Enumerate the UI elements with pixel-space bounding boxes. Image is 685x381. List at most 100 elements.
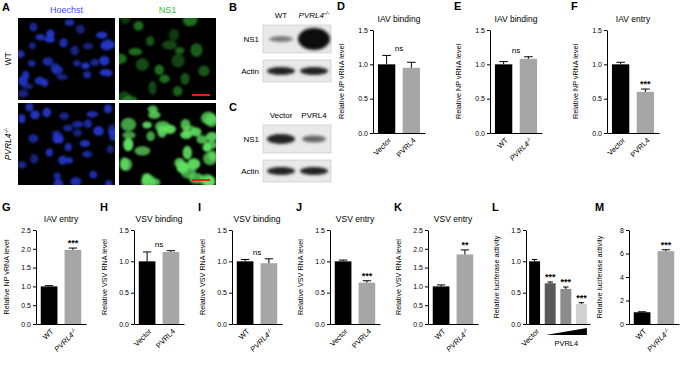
ns1-signal [155,64,164,75]
x-tick-label: PVRL4 [628,136,651,159]
y-axis: 0.0 0.5 1.0 1.5 [475,27,490,137]
y-axis-line [526,231,527,325]
nucleus [65,19,75,26]
ns1-signal [119,54,127,65]
panel-letter: G [2,201,11,213]
y-tick-label: 0.0 [475,130,485,137]
nucleus [18,90,29,97]
y-axis: 0.00.51.01.5 [358,27,373,137]
ns1-signal [148,111,160,119]
marks [335,260,375,324]
nucleus [18,161,27,168]
marks [41,248,81,324]
y-tick-label: 0 [620,321,624,328]
x-tick-label: PVRL4-/- [52,326,79,353]
marks [433,250,473,324]
x-axis: WTPVRL4-/- [429,325,479,354]
x-axis-line [429,324,479,325]
x-tick-label: PVRL4 [350,327,373,350]
ns1-signal [206,132,216,141]
error-bar [437,285,445,287]
lane-label: PVRL4 [301,111,327,120]
y-axis: 02468 [620,227,629,328]
y-tick-label: 1.0 [217,258,227,265]
y-tick-mark [626,301,629,302]
y-tick-mark [131,261,134,262]
y-tick-mark [33,268,36,269]
error-cap [437,284,445,285]
y-axis: 0.00.51.01.52.02.5 [413,227,428,328]
y-tick-label: 0.5 [413,302,423,309]
nucleus [29,23,37,32]
y-tick-mark [425,249,428,250]
plot-area: 0.00.51.01.5VectorPVRL4********* [511,227,590,349]
x-axis: WTPVRL4-/- [37,325,87,354]
ns1-signal [155,121,170,132]
x-tick-label: Vector [328,327,350,349]
label-superscript: -/- [662,326,670,334]
x-axis-line [331,324,381,325]
y-tick-mark [131,230,134,231]
plot-area: 0.00.51.01.5WTPVRL4-/-ns [475,27,542,163]
nucleus [108,42,115,48]
y-tick-label: 1.5 [358,27,368,34]
label-base: PVRL4 [3,133,13,160]
y-tick-label: 0.5 [358,95,368,102]
band [302,136,326,143]
error-bar [547,282,552,283]
panel-letter: F [571,0,578,12]
chart-title: VSV entry [336,214,375,224]
x-tick: PVRL4 [394,136,417,159]
y-tick: 0.5 [475,95,490,102]
chart-panel: LRelative luciferase activity0.00.51.01.… [492,201,591,348]
x-tick-label: Vector [132,327,154,349]
y-axis-line [232,231,233,325]
panel-letter: E [454,0,461,12]
error-bar [662,250,670,251]
y-axis-title: Relative luciferase activity [492,235,501,318]
bar [359,283,376,324]
y-tick-label: 1.5 [475,27,485,34]
y-tick: 0.0 [413,321,428,328]
panel-letter: H [100,201,108,213]
y-tick-mark [229,230,232,231]
band [300,67,328,75]
column-label: Hoechst [50,5,84,15]
nucleus [96,32,108,39]
error-bar [265,259,273,263]
y-tick-mark [425,230,428,231]
plot-area: 0.00.51.01.5WTPVRL4-/-ns [217,227,282,354]
error-bar [579,303,584,304]
ns1-signal [136,58,149,71]
x-tick: WT [634,327,649,342]
y-tick-label: 1.0 [475,61,485,68]
nucleus [30,111,40,120]
y-axis: 0.00.51.01.5 [592,27,607,137]
plot-area: 0.00.51.01.5VectorPVRL4ns [119,227,184,350]
x-tick-label: PVRL4 [154,327,177,350]
y-axis-title: Relative NP vRNA level [571,44,580,119]
x-tick-label: PVRL4-/- [645,326,672,353]
micrograph [18,18,115,100]
y-tick: 0.5 [358,95,373,102]
cells [119,18,210,100]
ns1-signal [146,36,154,46]
nucleus [100,69,111,76]
y-tick-label: 0.5 [21,302,31,309]
y-tick-label: 1.0 [511,258,521,265]
nucleus [43,108,52,118]
error-stem [411,62,412,67]
error-bar [407,62,416,67]
y-tick-mark [487,64,490,65]
marks [634,250,674,324]
y-axis: 0.00.51.01.5 [217,227,232,328]
nucleus [35,34,45,40]
ns1-signal [162,40,177,49]
ns1-signal [122,131,135,138]
y-tick-label: 1.0 [21,283,31,290]
bar [495,64,512,133]
y-axis-line [330,231,331,325]
nucleus [57,74,68,80]
y-tick: 2.0 [21,246,36,253]
error-bar [524,57,533,59]
